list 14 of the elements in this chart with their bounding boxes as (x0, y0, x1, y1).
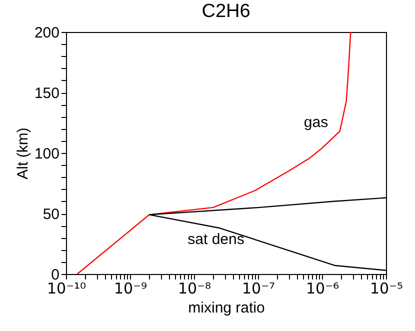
annotation: gas (304, 114, 328, 131)
chart-title: C2H6 (202, 1, 250, 22)
y-axis-title: Alt (km) (14, 128, 32, 180)
y-tick-label: 200 (34, 24, 60, 42)
x-tick-label: 10⁻⁶ (306, 280, 340, 298)
y-tick-label: 150 (34, 85, 60, 102)
annotation: sat dens (188, 231, 244, 248)
x-tick-label: 10⁻⁷ (242, 280, 276, 298)
x-axis-title: mixing ratio (188, 300, 265, 316)
x-tick-label: 10⁻⁸ (178, 280, 212, 298)
y-tick-label: 100 (34, 146, 60, 162)
y-tick-label: 50 (42, 206, 60, 223)
x-tick-label: 10⁻⁵ (370, 280, 404, 298)
x-tick-label: 10⁻⁹ (114, 280, 148, 298)
